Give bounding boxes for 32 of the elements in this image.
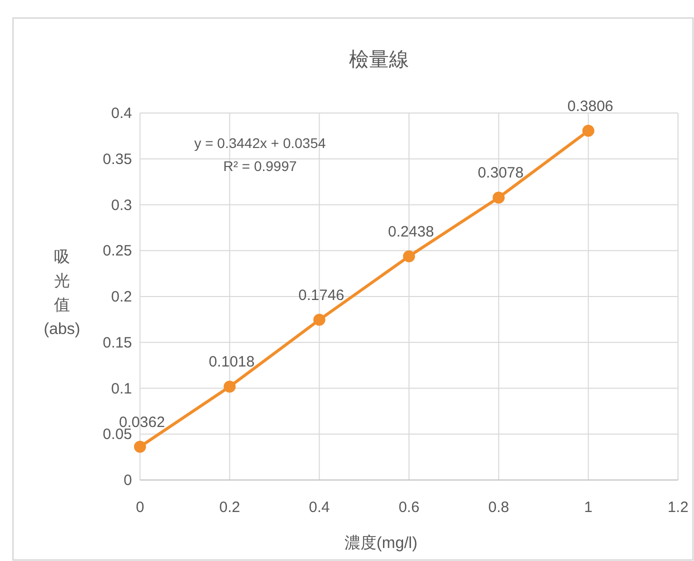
x-tick-label: 0 bbox=[136, 499, 144, 516]
y-tick-label: 0.35 bbox=[102, 150, 132, 168]
y-tick-label: 0.2 bbox=[111, 288, 132, 306]
y-tick-label: 0.15 bbox=[102, 334, 132, 352]
y-tick-label: 0.25 bbox=[102, 242, 132, 260]
x-tick-label: 0.6 bbox=[398, 499, 420, 516]
x-tick-label: 1.2 bbox=[668, 499, 688, 516]
y-tick-label: 0 bbox=[124, 472, 132, 489]
y-tick-label: 0.05 bbox=[102, 426, 132, 444]
data-label: 0.2438 bbox=[388, 223, 434, 240]
chart-title: 檢量線 bbox=[349, 49, 409, 71]
x-tick-label: 0.8 bbox=[488, 499, 510, 516]
x-tick-label: 0.4 bbox=[308, 499, 330, 516]
y-tick-label: 0.3 bbox=[111, 196, 132, 214]
data-label: 0.1018 bbox=[208, 354, 255, 371]
point bbox=[582, 124, 594, 137]
y-tick-label: 0.1 bbox=[111, 380, 132, 398]
point bbox=[134, 440, 146, 453]
x-tick-label: 0.2 bbox=[219, 499, 240, 516]
data-label: 0.1746 bbox=[298, 286, 344, 304]
point bbox=[313, 314, 326, 326]
x-axis-title: 濃度(mg/l) bbox=[344, 534, 418, 552]
y-axis-title: 吸光值(abs) bbox=[44, 249, 80, 338]
annotation: R² = 0.9997 bbox=[223, 158, 297, 174]
y-tick-label: 0.4 bbox=[111, 105, 132, 122]
annotation: y = 0.3442x + 0.0354 bbox=[194, 135, 326, 151]
data-label: 0.3806 bbox=[567, 98, 614, 115]
x-tick-label: 1 bbox=[584, 499, 593, 516]
point bbox=[224, 380, 236, 393]
point bbox=[403, 250, 415, 262]
data-label: 0.3078 bbox=[478, 164, 524, 182]
point bbox=[492, 192, 505, 204]
